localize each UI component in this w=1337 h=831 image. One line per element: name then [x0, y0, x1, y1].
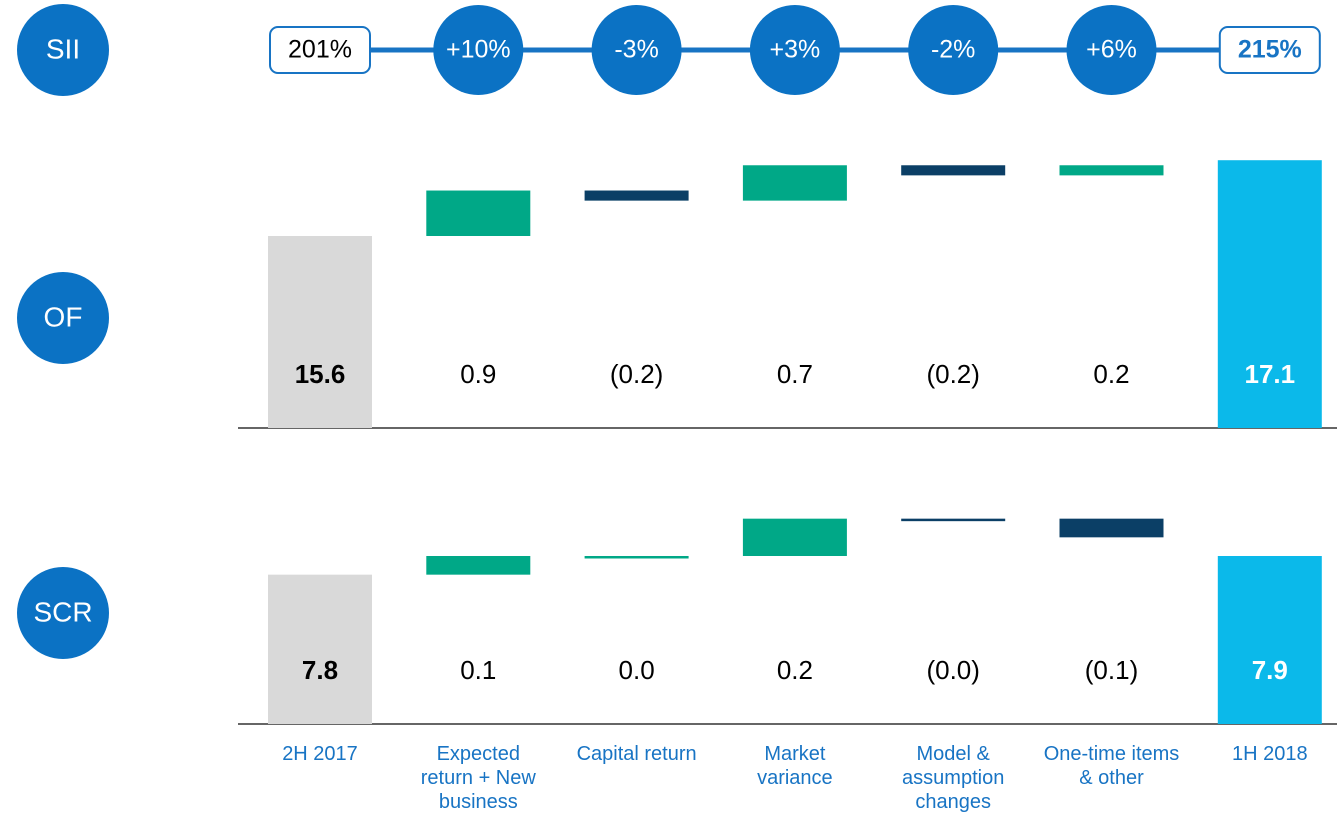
value-label: 0.1 [460, 655, 496, 685]
value-label: (0.2) [926, 359, 979, 389]
ratio-box [269, 26, 371, 74]
bar [901, 518, 1006, 522]
value-label: 7.9 [1252, 655, 1288, 685]
category-label: Capital return [576, 743, 697, 765]
step-circle [908, 5, 999, 95]
value-label: 0.7 [777, 359, 813, 389]
category-label: Expected return + New business [420, 743, 536, 813]
step-label: +6% [1086, 36, 1137, 64]
value-label: 0.0 [619, 655, 655, 685]
step-label: -2% [931, 36, 975, 64]
step-circle [1066, 5, 1157, 95]
category-label: Model & assumption changes [902, 743, 1005, 813]
ratio-box [1218, 26, 1321, 74]
step-circle [433, 5, 524, 95]
row-badge [17, 567, 109, 659]
bar [901, 165, 1006, 176]
chart: SII 201% +10% -3% +3% -2% +6% 215% OF 15.6 0.9 (0.2… [17, 4, 1337, 725]
value-label: 15.6 [295, 359, 346, 389]
value-label: 17.1 [1244, 359, 1295, 389]
step-label: +3% [770, 36, 821, 64]
ratio-label: 201% [288, 36, 352, 64]
value-label: 0.9 [460, 359, 496, 389]
ratio-label: 215% [1238, 36, 1302, 64]
bar [426, 190, 531, 236]
row-label: SCR [33, 596, 92, 627]
category-label: 2H 2017 [282, 743, 358, 765]
value-label: 7.8 [302, 655, 338, 685]
row-label: SII [46, 33, 80, 64]
value-label: (0.1) [1085, 655, 1138, 685]
bar [426, 556, 531, 575]
step-label: +10% [446, 36, 511, 64]
bar [268, 236, 372, 428]
bar [742, 165, 847, 201]
value-label: 0.2 [777, 655, 813, 685]
bar [1059, 165, 1164, 176]
bar [1217, 160, 1322, 429]
category-label: One-time items & other [1043, 743, 1180, 789]
step-circle [591, 5, 682, 95]
value-label: (0.0) [926, 655, 979, 685]
bar [1217, 556, 1322, 724]
row-badge [17, 272, 109, 364]
value-label: (0.2) [610, 359, 663, 389]
step-circle [749, 5, 840, 95]
category-label: 1H 2018 [1231, 743, 1308, 765]
row-badge [17, 4, 109, 96]
value-label: 0.2 [1093, 359, 1129, 389]
step-label: -3% [614, 36, 658, 64]
bar [268, 574, 372, 724]
row-label: OF [44, 301, 83, 332]
bar [742, 518, 847, 556]
bar [584, 190, 689, 201]
bar [584, 556, 689, 559]
category-label: Market variance [757, 743, 833, 789]
bar [1059, 518, 1164, 538]
